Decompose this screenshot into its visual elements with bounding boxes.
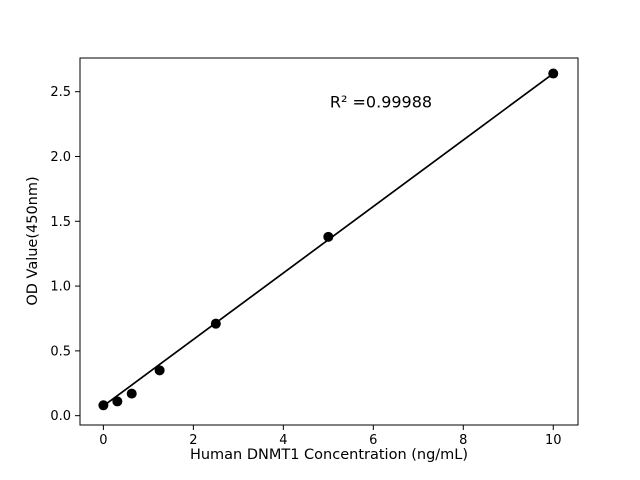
x-tick-label: 2 [189,433,197,448]
y-tick-label: 2.5 [50,85,71,100]
x-tick-label: 8 [459,433,467,448]
y-tick-label: 0.5 [50,344,71,359]
plot-border [79,57,579,426]
x-tick-label: 0 [99,433,107,448]
data-point [323,231,334,242]
data-point [210,318,221,329]
y-tick-label: 1.5 [50,215,71,230]
y-tick-label: 0.0 [50,409,71,424]
data-point [548,68,559,79]
data-point [98,400,109,411]
data-point [112,396,123,407]
y-tick-label: 2.0 [50,150,71,165]
data-point [154,365,165,376]
r-squared-annotation: R² =0.99988 [329,92,433,112]
x-tick-label: 6 [369,433,377,448]
x-tick-label: 4 [279,433,287,448]
data-point [126,388,137,399]
x-tick-label: 10 [545,433,562,448]
y-axis-label: OD Value(450nm) [25,176,41,306]
x-axis-label: Human DNMT1 Concentration (ng/mL) [189,447,469,463]
y-tick-label: 1.0 [50,280,71,295]
